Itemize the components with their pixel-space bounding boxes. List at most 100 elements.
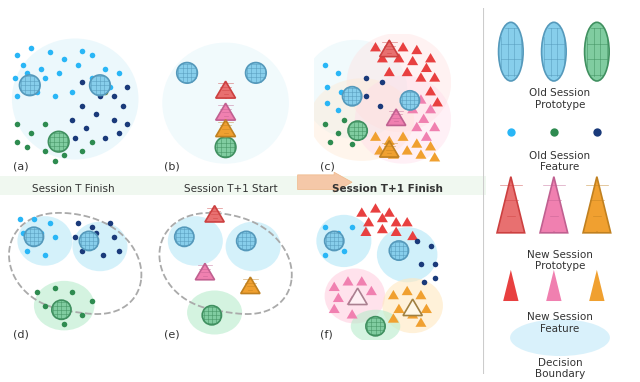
Polygon shape (402, 217, 413, 227)
Polygon shape (370, 203, 381, 213)
Polygon shape (425, 104, 436, 113)
Polygon shape (412, 45, 422, 54)
Polygon shape (329, 304, 340, 313)
Ellipse shape (316, 215, 371, 267)
Text: Old Session
Prototype: Old Session Prototype (529, 88, 591, 110)
Polygon shape (407, 104, 418, 113)
Polygon shape (415, 149, 426, 159)
Polygon shape (377, 53, 388, 62)
Text: (e): (e) (164, 329, 179, 339)
Ellipse shape (383, 278, 443, 333)
Ellipse shape (324, 269, 385, 324)
Circle shape (237, 231, 256, 251)
Polygon shape (347, 309, 358, 319)
Polygon shape (384, 207, 395, 217)
Polygon shape (374, 145, 385, 155)
Polygon shape (429, 72, 440, 82)
Circle shape (400, 91, 420, 110)
Ellipse shape (187, 290, 242, 335)
Polygon shape (397, 131, 408, 141)
Circle shape (177, 63, 197, 83)
Text: Session T+1 Start: Session T+1 Start (184, 184, 277, 194)
Polygon shape (503, 270, 518, 301)
Polygon shape (407, 231, 418, 240)
Polygon shape (388, 149, 399, 159)
Ellipse shape (351, 310, 400, 343)
Circle shape (52, 300, 71, 319)
Polygon shape (583, 177, 611, 233)
Text: Session T+1 Finish: Session T+1 Finish (332, 184, 443, 194)
Polygon shape (390, 227, 402, 236)
Polygon shape (370, 42, 381, 52)
Polygon shape (546, 270, 561, 301)
Circle shape (175, 227, 194, 246)
Polygon shape (205, 206, 224, 222)
Circle shape (202, 306, 221, 325)
Circle shape (19, 75, 40, 96)
Polygon shape (390, 217, 402, 227)
Polygon shape (432, 97, 443, 107)
Polygon shape (380, 141, 399, 157)
Ellipse shape (72, 222, 127, 271)
Polygon shape (388, 313, 399, 323)
Polygon shape (388, 290, 399, 299)
Ellipse shape (17, 216, 72, 266)
Polygon shape (394, 53, 404, 62)
Polygon shape (415, 317, 426, 327)
Polygon shape (377, 224, 388, 233)
Polygon shape (418, 113, 429, 123)
Polygon shape (342, 276, 353, 285)
Polygon shape (540, 177, 568, 233)
Polygon shape (370, 131, 381, 141)
Polygon shape (407, 309, 418, 319)
Polygon shape (421, 131, 432, 141)
Polygon shape (366, 286, 377, 295)
Text: Session T Finish: Session T Finish (32, 184, 115, 194)
Ellipse shape (168, 216, 223, 266)
Ellipse shape (347, 33, 451, 132)
Ellipse shape (510, 319, 610, 356)
Text: New Session
Feature: New Session Feature (527, 312, 593, 333)
Polygon shape (241, 277, 260, 293)
Ellipse shape (377, 227, 438, 282)
Polygon shape (425, 86, 436, 96)
Polygon shape (356, 276, 367, 285)
Text: (f): (f) (321, 329, 333, 339)
Polygon shape (429, 122, 440, 131)
Ellipse shape (225, 222, 280, 271)
Circle shape (342, 87, 362, 106)
Text: Decision
Boundary: Decision Boundary (535, 358, 585, 379)
Polygon shape (589, 270, 605, 301)
Circle shape (24, 227, 44, 246)
Polygon shape (429, 152, 440, 162)
Polygon shape (497, 177, 525, 233)
Circle shape (246, 63, 266, 83)
Ellipse shape (310, 78, 414, 161)
Text: (b): (b) (164, 161, 179, 171)
Ellipse shape (163, 43, 289, 163)
Text: (d): (d) (13, 329, 29, 339)
Polygon shape (415, 94, 426, 104)
Polygon shape (384, 136, 395, 145)
Circle shape (215, 137, 236, 157)
Polygon shape (216, 120, 236, 137)
Polygon shape (402, 286, 413, 295)
Polygon shape (394, 304, 404, 313)
Polygon shape (425, 141, 436, 151)
Circle shape (584, 22, 609, 81)
Circle shape (348, 121, 367, 140)
Circle shape (324, 231, 344, 251)
Text: (c): (c) (321, 161, 335, 171)
Polygon shape (387, 109, 406, 125)
Polygon shape (415, 290, 426, 299)
FancyArrow shape (298, 172, 352, 192)
Circle shape (499, 22, 523, 81)
Polygon shape (347, 295, 358, 305)
Polygon shape (380, 40, 399, 57)
Polygon shape (421, 304, 432, 313)
Polygon shape (356, 207, 367, 217)
Polygon shape (377, 213, 388, 222)
Polygon shape (415, 72, 426, 82)
Polygon shape (404, 90, 415, 100)
Circle shape (366, 317, 385, 336)
